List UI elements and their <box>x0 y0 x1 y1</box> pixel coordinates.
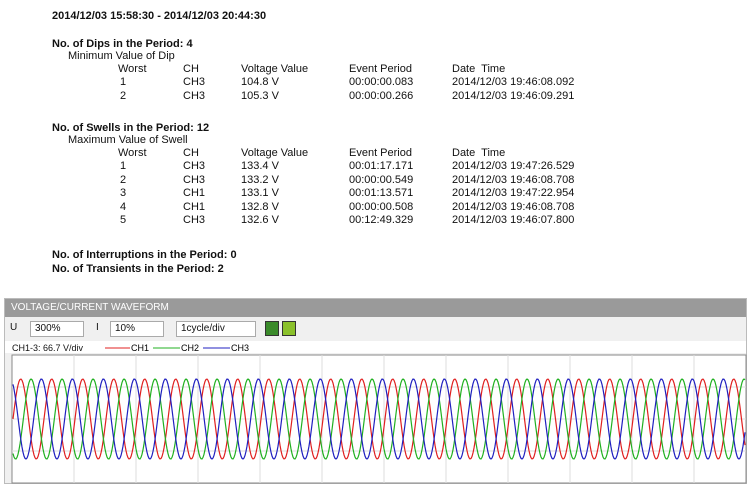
table-cell: 5 <box>120 214 127 226</box>
table-cell: 2 <box>120 173 127 186</box>
column-header: Worst <box>118 147 147 159</box>
section-subheading: Minimum Value of Dip <box>68 50 175 62</box>
table-cell: 00:00:00.508 <box>349 200 414 213</box>
section-heading: No. of Swells in the Period: 12 <box>52 122 210 134</box>
table-cell: 133.2 V <box>241 173 279 186</box>
time-scale[interactable]: 1cycle/div <box>176 321 256 337</box>
table-cell: 00:01:13.571 <box>349 187 414 199</box>
table-cell: CH3 <box>183 76 206 88</box>
scale-label: CH1-3: 66.7 V/div <box>12 343 84 353</box>
column-header: Date Time <box>452 147 506 159</box>
table-cell: 1 <box>120 76 127 88</box>
column-header: Event Period <box>349 63 412 75</box>
table-cell: CH3 <box>183 160 206 172</box>
table-cell: 2014/12/03 19:46:08.708 <box>452 173 575 186</box>
table-cell: 4 <box>120 200 127 213</box>
legend-bar <box>5 341 746 353</box>
panel-title: VOLTAGE/CURRENT WAVEFORM <box>11 302 169 313</box>
column-header: Voltage Value <box>241 147 309 159</box>
waveform-trace <box>12 378 746 460</box>
table-cell: CH3 <box>183 173 206 186</box>
table-cell: 3 <box>120 187 127 199</box>
u-label: U <box>10 322 18 333</box>
table-cell: 2014/12/03 19:47:26.529 <box>452 160 575 172</box>
table-cell: 00:00:00.266 <box>349 89 414 102</box>
u-zoom[interactable]: 300% <box>30 321 84 337</box>
table-cell: CH1 <box>183 187 206 199</box>
table-cell: 2014/12/03 19:46:08.092 <box>452 76 575 88</box>
i-label: I <box>96 322 99 333</box>
interruptions: No. of Interruptions in the Period: 0 <box>52 249 237 261</box>
table-cell: 1 <box>120 160 127 172</box>
table-cell: 133.1 V <box>241 187 279 199</box>
tool-button[interactable] <box>265 321 279 336</box>
table-cell: 00:00:00.083 <box>349 76 414 88</box>
table-cell: 00:01:17.171 <box>349 160 414 172</box>
table-cell: 133.4 V <box>241 160 279 172</box>
table-cell: 2014/12/03 19:46:09.291 <box>452 89 575 102</box>
column-header: Date Time <box>452 63 506 75</box>
table-cell: CH3 <box>183 214 206 226</box>
legend-label: CH3 <box>231 343 249 353</box>
section-subheading: Maximum Value of Swell <box>68 134 188 146</box>
table-cell: 2014/12/03 19:47:22.954 <box>452 187 575 199</box>
column-header: Voltage Value <box>241 63 309 75</box>
column-header: Event Period <box>349 147 412 159</box>
table-cell: 104.8 V <box>241 76 279 88</box>
waveform-trace <box>12 378 746 460</box>
table-cell: 132.8 V <box>241 200 279 213</box>
waveform-trace <box>12 378 746 460</box>
table-cell: CH3 <box>183 89 206 102</box>
column-header: Worst <box>118 63 147 75</box>
table-cell: 00:12:49.329 <box>349 214 414 226</box>
tool-button[interactable] <box>282 321 296 336</box>
section-heading: No. of Dips in the Period: 4 <box>52 38 193 50</box>
transients: No. of Transients in the Period: 2 <box>52 263 224 275</box>
table-cell: 132.6 V <box>241 214 279 226</box>
table-cell: CH1 <box>183 200 206 213</box>
column-header: CH <box>183 63 199 75</box>
legend-label: CH1 <box>131 343 149 353</box>
table-cell: 2014/12/03 19:46:08.708 <box>452 200 575 213</box>
legend-label: CH2 <box>181 343 199 353</box>
i-zoom[interactable]: 10% <box>110 321 164 337</box>
table-cell: 00:00:00.549 <box>349 173 414 186</box>
panel-titlebar <box>5 299 746 317</box>
table-cell: 2014/12/03 19:46:07.800 <box>452 214 575 226</box>
table-cell: 2 <box>120 89 127 102</box>
table-cell: 105.3 V <box>241 89 279 102</box>
column-header: CH <box>183 147 199 159</box>
period: 2014/12/03 15:58:30 - 2014/12/03 20:44:3… <box>52 10 267 22</box>
